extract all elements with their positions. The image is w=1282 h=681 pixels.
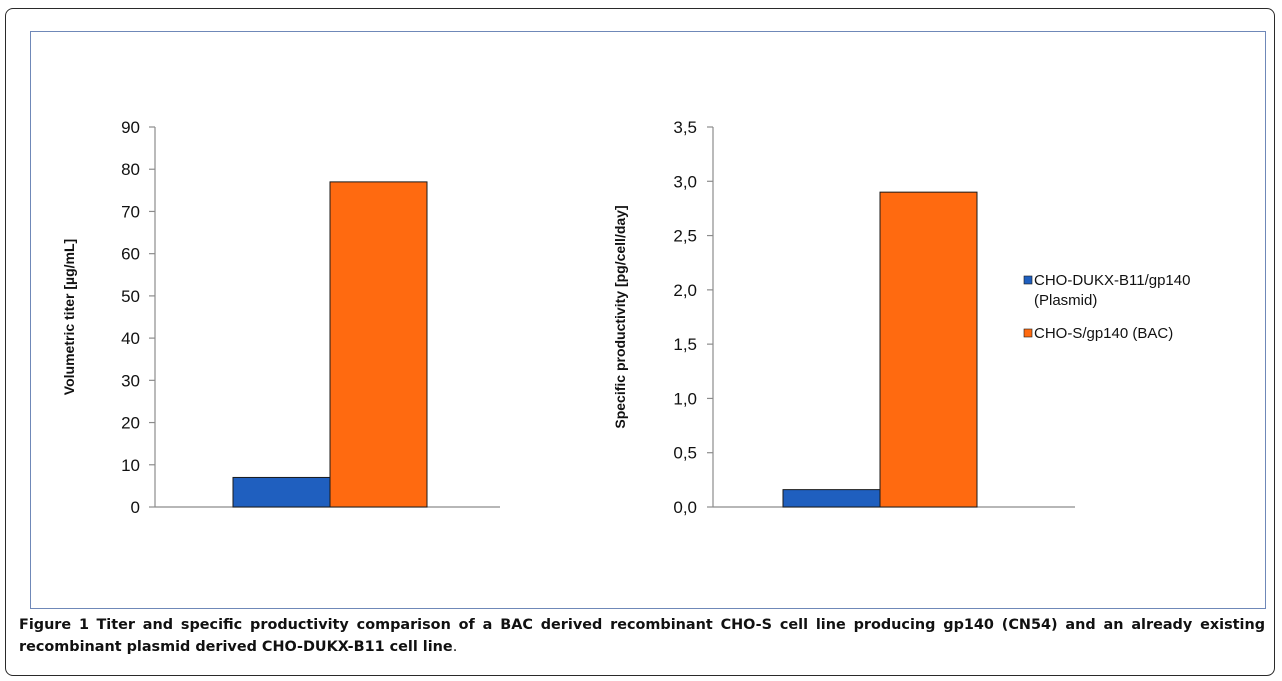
y-axis-title: Volumetric titer [µg/mL]	[61, 239, 77, 395]
y-tick-label: 0,5	[673, 444, 697, 463]
legend-label: CHO-S/gp140 (BAC)	[1034, 325, 1173, 342]
y-tick-label: 80	[121, 160, 140, 179]
figure-frame	[5, 8, 1275, 676]
legend-swatch	[1023, 328, 1033, 338]
y-tick-label: 1,5	[673, 335, 697, 354]
bar-bac	[329, 181, 428, 508]
y-tick-label: 0,0	[673, 498, 697, 517]
y-tick-label: 40	[121, 329, 140, 348]
caption-end: .	[452, 639, 458, 655]
y-tick-label: 70	[121, 202, 140, 221]
y-tick-label: 30	[121, 371, 140, 390]
y-tick-label: 0	[131, 498, 140, 517]
bar-bac	[879, 191, 978, 508]
y-tick-label: 50	[121, 287, 140, 306]
y-tick-label: 2,0	[673, 281, 697, 300]
caption-text: Titer and specific productivity comparis…	[19, 617, 1265, 655]
legend-swatch	[1023, 275, 1033, 285]
chart-area-frame	[30, 31, 1266, 609]
y-tick-label: 1,0	[673, 389, 697, 408]
y-tick-label: 60	[121, 245, 140, 264]
figure-caption: Figure 1 Titer and specific productivity…	[19, 614, 1265, 658]
legend-label: (Plasmid)	[1034, 292, 1097, 309]
y-tick-label: 3,5	[673, 118, 697, 137]
legend-label: CHO-DUKX-B11/gp140	[1034, 272, 1190, 289]
caption-label: Figure 1	[19, 617, 90, 633]
bar-plasmid	[232, 476, 331, 508]
y-tick-label: 2,5	[673, 227, 697, 246]
bar-plasmid	[782, 489, 881, 508]
y-tick-label: 20	[121, 414, 140, 433]
y-tick-label: 90	[121, 118, 140, 137]
y-tick-label: 3,0	[673, 172, 697, 191]
y-tick-label: 10	[121, 456, 140, 475]
y-axis-title: Specific productivity [pg/cell/day]	[612, 205, 628, 428]
